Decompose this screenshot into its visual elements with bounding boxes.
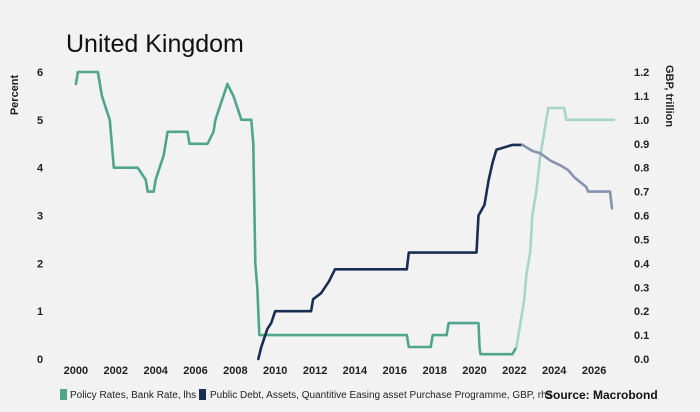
left-tick-4: 4 — [37, 163, 44, 175]
right-tick-0-9: 0.9 — [634, 139, 649, 151]
right-tick-0-4: 0.4 — [634, 258, 650, 270]
legend-label-qe: Public Debt, Assets, Quantitive Easing a… — [210, 390, 552, 401]
right-tick-0-5: 0.5 — [634, 234, 649, 246]
chart-title: United Kingdom — [66, 30, 244, 58]
x-tick-2012: 2012 — [303, 365, 327, 377]
left-tick-0: 0 — [37, 354, 43, 366]
right-axis-ticks: 0.0 0.1 0.2 0.3 0.4 0.5 0.6 0.7 0.8 0.9 1.0 1.1 1.2 — [634, 67, 650, 366]
legend-swatch-bank-rate — [60, 389, 67, 400]
right-tick-1-2: 1.2 — [634, 67, 649, 79]
right-tick-1-0: 1.0 — [634, 115, 649, 127]
right-axis-label: GBP, trillion — [663, 65, 675, 127]
series-layer — [74, 70, 616, 361]
left-tick-3: 3 — [37, 211, 43, 223]
legend-label-bank-rate: Policy Rates, Bank Rate, lhs — [70, 390, 196, 401]
right-tick-0-1: 0.1 — [634, 330, 649, 342]
legend-item-bank-rate: Policy Rates, Bank Rate, lhs — [60, 389, 196, 401]
x-tick-2022: 2022 — [502, 365, 526, 377]
left-tick-5: 5 — [37, 115, 43, 127]
legend-item-qe: Public Debt, Assets, Quantitive Easing a… — [199, 389, 552, 401]
x-tick-2000: 2000 — [64, 365, 88, 377]
x-tick-2010: 2010 — [263, 365, 287, 377]
x-tick-2018: 2018 — [422, 365, 446, 377]
legend-swatch-qe — [199, 389, 206, 400]
right-tick-0-8: 0.8 — [634, 163, 649, 175]
right-tick-0-2: 0.2 — [634, 306, 649, 318]
x-tick-2006: 2006 — [183, 365, 207, 377]
left-axis-label: Percent — [9, 74, 21, 115]
source-note: Source: Macrobond — [545, 388, 658, 402]
right-tick-1-1: 1.1 — [634, 91, 649, 103]
qe-runoff-line — [520, 143, 614, 210]
x-tick-2020: 2020 — [462, 365, 486, 377]
bank-rate-line — [74, 70, 518, 356]
x-tick-2024: 2024 — [542, 365, 567, 377]
left-tick-6: 6 — [37, 67, 43, 79]
left-tick-1: 1 — [37, 306, 43, 318]
x-tick-2014: 2014 — [343, 365, 368, 377]
x-tick-2026: 2026 — [582, 365, 606, 377]
x-tick-2002: 2002 — [104, 365, 128, 377]
right-tick-0-7: 0.7 — [634, 187, 649, 199]
right-tick-0-3: 0.3 — [634, 282, 649, 294]
left-axis-ticks: 0 1 2 3 4 5 6 — [37, 67, 44, 366]
x-tick-2008: 2008 — [223, 365, 247, 377]
x-tick-2004: 2004 — [143, 365, 168, 377]
qe-holdings-line — [256, 143, 524, 361]
right-tick-0-0: 0.0 — [634, 354, 649, 366]
x-axis-ticks: 2000 2002 2004 2006 2008 2010 2012 2014 2016 2018… — [64, 365, 607, 377]
bank-rate-projection-line — [515, 106, 616, 349]
legend: Policy Rates, Bank Rate, lhs Public Debt… — [60, 389, 552, 401]
left-tick-2: 2 — [37, 258, 43, 270]
right-tick-0-6: 0.6 — [634, 211, 649, 223]
x-tick-2016: 2016 — [383, 365, 407, 377]
